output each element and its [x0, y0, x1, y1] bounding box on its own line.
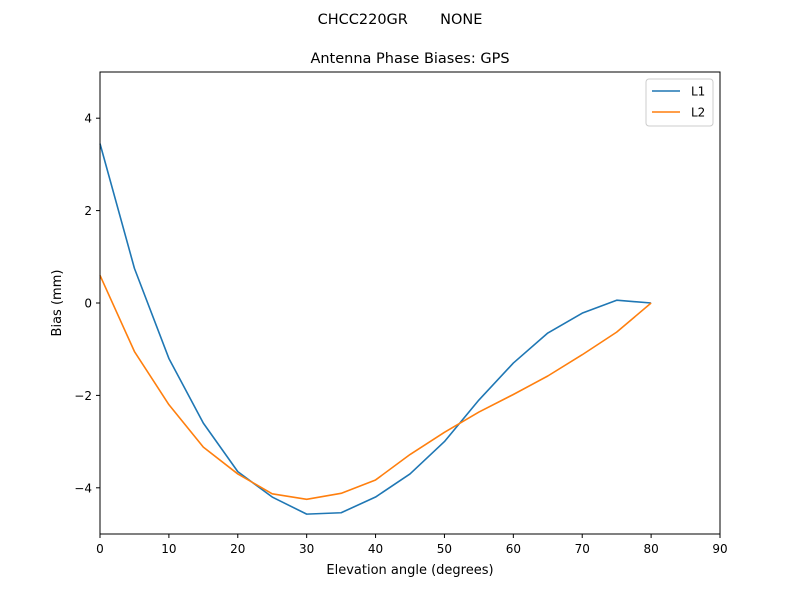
x-tick-label: 60: [506, 542, 521, 556]
x-tick-label: 80: [643, 542, 658, 556]
x-tick-label: 20: [230, 542, 245, 556]
legend-label-l2: L2: [691, 106, 705, 120]
y-tick-label: 4: [84, 112, 92, 126]
series-line-l2: [99, 274, 652, 501]
y-tick-label: −2: [74, 389, 92, 403]
x-tick-label: 50: [437, 542, 452, 556]
x-tick-label: 10: [161, 542, 176, 556]
y-axis-label: Bias (mm): [50, 270, 65, 337]
plot-area: 0 10 20 30 40 50 60 70 80 90 −4 −2 0 2 4: [74, 71, 728, 556]
x-tick-label: 40: [368, 542, 383, 556]
x-tick-label: 90: [712, 542, 727, 556]
y-tick-label: −4: [74, 481, 92, 495]
x-tick-label: 0: [96, 542, 104, 556]
series-line-l1: [99, 143, 652, 515]
chart-title: Antenna Phase Biases: GPS: [310, 51, 509, 67]
legend-label-l1: L1: [691, 85, 705, 99]
x-tick-label: 30: [299, 542, 314, 556]
y-tick-label: 0: [84, 297, 92, 311]
y-tick-label: 2: [84, 204, 92, 218]
x-tick-label: 70: [575, 542, 590, 556]
legend: L1 L2: [645, 78, 714, 127]
axes-frame: [99, 71, 721, 535]
figure-suptitle: CHCC220GR NONE: [318, 12, 483, 28]
x-axis-label: Elevation angle (degrees): [326, 563, 493, 578]
